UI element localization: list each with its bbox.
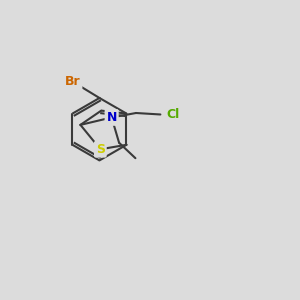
Text: S: S (96, 143, 105, 156)
Text: Cl: Cl (166, 108, 179, 121)
Text: N: N (106, 111, 117, 124)
Text: Br: Br (65, 75, 80, 88)
